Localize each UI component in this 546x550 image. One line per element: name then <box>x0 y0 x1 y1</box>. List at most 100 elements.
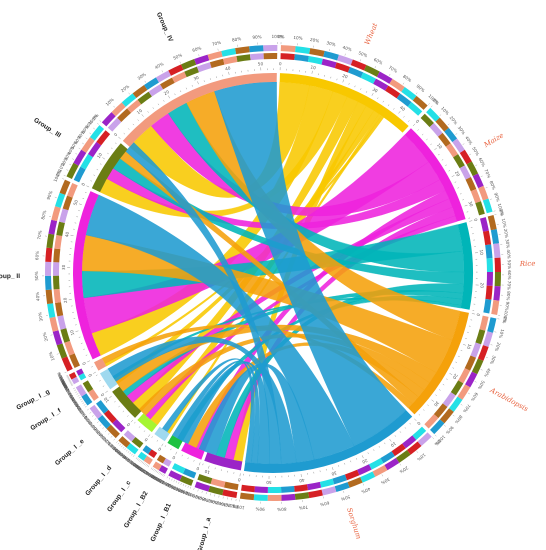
percent-label: 90% <box>504 301 510 311</box>
outer-band-segment <box>486 272 494 286</box>
outer-band-segment <box>196 62 212 73</box>
outer-band-segment <box>152 461 162 471</box>
outer-band-segment <box>309 48 325 57</box>
tick-mark <box>138 426 141 428</box>
outer-band-segment <box>194 54 210 65</box>
percent-tick <box>126 449 128 452</box>
percent-tick <box>64 371 67 373</box>
percent-tick <box>110 435 113 438</box>
outer-band-segment <box>249 53 264 61</box>
percent-tick <box>171 478 173 481</box>
tick-label: 0 <box>100 392 106 397</box>
percent-label: 50% <box>340 494 350 502</box>
tick-mark <box>454 181 457 183</box>
tick-label: 30 <box>193 75 200 82</box>
percent-label: 40% <box>342 45 352 53</box>
percent-label: 30% <box>489 355 497 366</box>
tick-label: 10 <box>479 249 485 255</box>
tick-mark <box>442 384 445 386</box>
tick-label: 10 <box>96 152 103 159</box>
tick-mark <box>151 436 153 438</box>
percent-tick <box>469 153 472 156</box>
outer-band-segment <box>49 316 59 332</box>
percent-label: 80% <box>145 471 156 480</box>
percent-label: 100% <box>63 385 73 398</box>
tick-mark <box>384 442 386 445</box>
outer-band-segment <box>426 107 440 122</box>
percent-tick <box>69 380 72 383</box>
percent-label: 40% <box>361 486 372 494</box>
chord-rice-g4 <box>167 102 465 273</box>
tick-mark <box>82 198 85 199</box>
percent-tick <box>75 391 78 393</box>
outer-band-segment <box>407 102 423 116</box>
percent-tick <box>68 378 71 381</box>
percent-label: 90% <box>161 480 172 489</box>
tick-label: 20 <box>342 73 349 80</box>
percent-tick <box>187 485 189 488</box>
tick-mark <box>469 220 473 222</box>
outer-band-segment <box>420 113 434 128</box>
outer-band-segment <box>429 123 443 137</box>
outer-band-segment <box>479 315 489 331</box>
percent-tick <box>173 479 175 482</box>
percent-label: 50% <box>477 380 486 391</box>
outer-band-segment <box>357 464 372 476</box>
tick-mark <box>118 136 121 140</box>
tick-mark <box>96 169 99 171</box>
tick-mark <box>458 355 460 357</box>
sector-arc-sorghum <box>243 410 413 474</box>
percent-tick <box>159 472 161 475</box>
sector-arc-g1b2 <box>167 435 183 450</box>
outer-band-segment <box>144 77 160 90</box>
tick-label: 20 <box>452 373 459 380</box>
percent-label: 10% <box>440 106 450 116</box>
percent-label: 0% <box>141 468 149 476</box>
outer-band-segment <box>249 45 264 53</box>
outer-band-segment <box>126 443 139 455</box>
outer-band-segment <box>54 235 63 250</box>
sector-arc-g3 <box>91 143 128 193</box>
percent-tick <box>89 412 92 414</box>
percent-tick <box>362 483 364 486</box>
outer-band-segment <box>267 494 282 501</box>
percent-label: 80% <box>505 291 511 301</box>
sector-arc-g1b1 <box>181 442 205 460</box>
tick-label: 40 <box>64 231 70 237</box>
percent-label: 90% <box>109 443 119 453</box>
percent-label: 50% <box>471 146 480 157</box>
percent-label: 90% <box>445 425 455 435</box>
outer-band-segment <box>449 396 463 412</box>
tick-mark <box>348 83 350 85</box>
percent-label: 90% <box>65 388 74 399</box>
tick-label: 10 <box>136 108 144 115</box>
outer-band-segment <box>453 154 465 169</box>
percent-tick <box>162 473 164 476</box>
outer-band-segment <box>57 315 67 330</box>
sector-arc-g1c <box>154 426 170 442</box>
outer-band-segment <box>295 46 311 54</box>
sector-arc-wheat <box>279 73 409 133</box>
percent-tick <box>157 471 159 474</box>
outer-band-segment <box>470 342 482 358</box>
tick-mark <box>91 366 93 368</box>
percent-tick <box>97 123 99 125</box>
percent-tick <box>139 459 141 462</box>
outer-band-segment <box>459 149 472 165</box>
outer-band-segment <box>223 481 239 491</box>
outer-band-segment <box>53 288 61 303</box>
percent-tick <box>462 143 465 145</box>
percent-label: 20% <box>494 342 502 352</box>
outer-band-segment <box>464 355 477 371</box>
percent-label: 90% <box>252 34 262 40</box>
tick-mark <box>409 422 411 425</box>
outer-band-segment <box>391 443 406 457</box>
outer-band-segment <box>182 468 197 479</box>
outer-band-segment <box>433 403 448 419</box>
tick-mark <box>132 123 135 126</box>
percent-label: 50% <box>149 473 160 482</box>
tick-mark <box>174 93 176 96</box>
tick-mark <box>85 354 88 356</box>
tick-mark <box>163 100 165 102</box>
outer-band-segment <box>364 65 380 77</box>
